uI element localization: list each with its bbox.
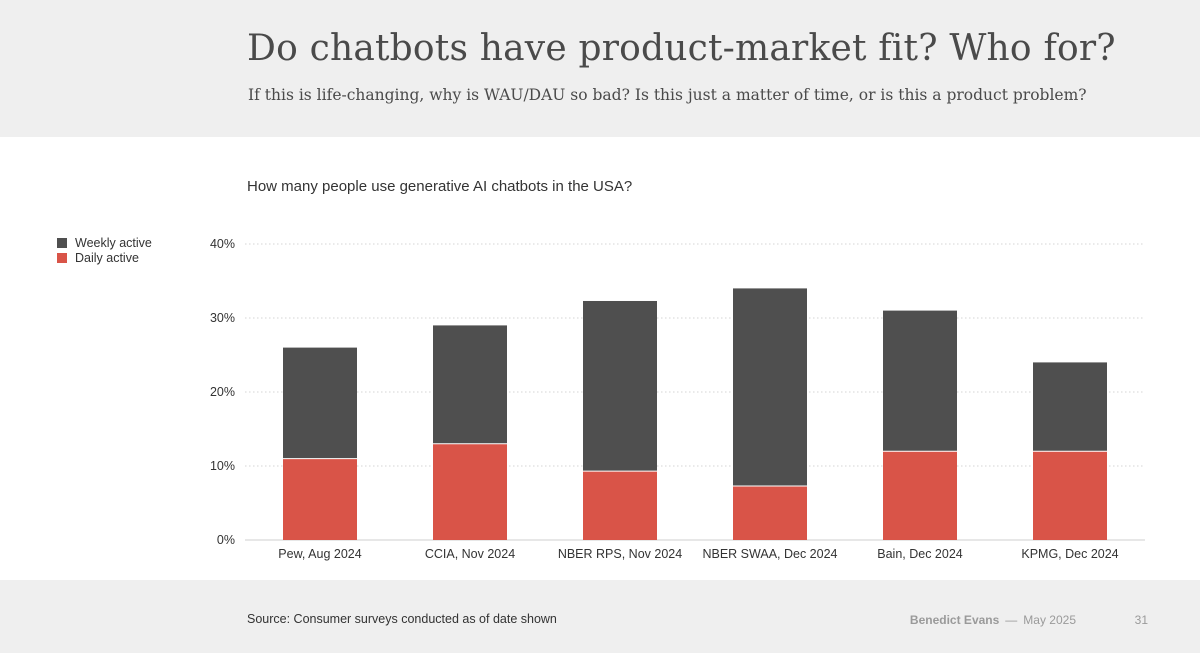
x-tick-label: KPMG, Dec 2024 [1021, 547, 1118, 561]
legend-swatch-daily [57, 252, 67, 263]
credit-date: May 2025 [1023, 613, 1076, 627]
legend-item-daily: Daily active [57, 250, 152, 265]
y-tick-label: 30% [210, 311, 235, 325]
x-tick-label: NBER SWAA, Dec 2024 [702, 547, 837, 561]
legend-item-weekly: Weekly active [57, 235, 152, 250]
bar-daily-active [883, 451, 957, 540]
bar-daily-active [1033, 451, 1107, 540]
y-tick-label: 0% [217, 533, 235, 547]
y-tick-label: 10% [210, 459, 235, 473]
y-tick-label: 40% [210, 237, 235, 251]
slide-title: Do chatbots have product-market fit? Who… [247, 28, 1116, 69]
stacked-bar-chart: 0% 10% 20% 30% 40% Pew, Aug 2024 CCIA, Nov 202… [210, 237, 1145, 561]
bar-daily-active [283, 458, 357, 540]
legend-label-daily: Daily active [75, 250, 139, 265]
bar-daily-active [433, 443, 507, 540]
slide-header: Do chatbots have product-market fit? Who… [0, 0, 1200, 137]
x-tick-label: Pew, Aug 2024 [278, 547, 361, 561]
slide-footer: Source: Consumer surveys conducted as of… [0, 580, 1200, 653]
x-tick-label: NBER RPS, Nov 2024 [558, 547, 682, 561]
slide-subtitle: If this is life-changing, why is WAU/DAU… [248, 86, 1087, 104]
credit-separator: — [1005, 613, 1018, 627]
credit-line: Benedict Evans — May 2025 [910, 613, 1076, 627]
legend-label-weekly: Weekly active [75, 235, 152, 250]
x-tick-label: CCIA, Nov 2024 [425, 547, 515, 561]
y-tick-label: 20% [210, 385, 235, 399]
legend-swatch-weekly [57, 237, 67, 248]
author-name: Benedict Evans [909, 613, 1000, 627]
bar-daily-active [583, 471, 657, 540]
bar-daily-active [733, 485, 807, 540]
chart-title: How many people use generative AI chatbo… [247, 178, 633, 195]
source-note: Source: Consumer surveys conducted as of… [247, 612, 557, 626]
x-tick-label: Bain, Dec 2024 [877, 547, 963, 561]
chart-legend: Weekly active Daily active [57, 235, 152, 265]
page-number: 31 [1134, 613, 1148, 627]
